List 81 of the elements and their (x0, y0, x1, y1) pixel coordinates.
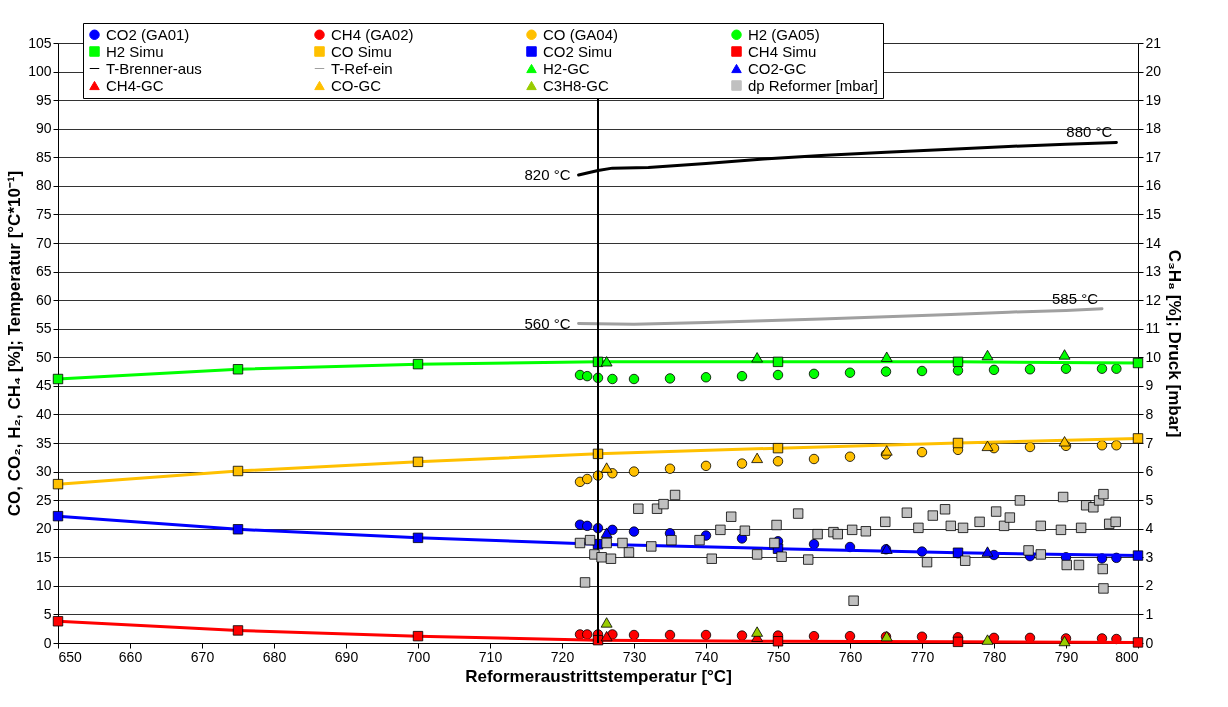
legend-label: C3H8-GC (543, 76, 610, 94)
legend-label: T-Brenner-aus (106, 59, 202, 77)
y2-tick-label: 17 (1145, 148, 1162, 165)
y-axis-title: CO, CO₂, H₂, CH₄ [%]; Temperatur [°C*10⁻¹] (5, 170, 25, 517)
y-tick-label: 95 (35, 91, 52, 108)
y-tick-label: 20 (35, 520, 52, 537)
y2-tick-label: 12 (1145, 291, 1162, 308)
y-tick-label: 50 (35, 348, 52, 365)
y-tick-label: 15 (35, 548, 52, 565)
y-tick-label: 5 (43, 605, 52, 622)
x-tick-label: 800 (1115, 648, 1139, 665)
x-tick-label: 730 (622, 648, 647, 665)
y2-tick-label: 21 (1145, 34, 1162, 51)
y2-tick-label: 14 (1145, 234, 1162, 251)
y2-tick-label: 16 (1145, 177, 1162, 194)
y-tick-label: 70 (35, 234, 52, 251)
x-tick-label: 670 (190, 648, 215, 665)
y-tick-label: 85 (35, 148, 52, 165)
legend-label: H2 (GA05) (748, 25, 820, 43)
legend-label: CH4 (GA02) (331, 25, 414, 43)
annotation: 820 °C (524, 166, 571, 183)
x-tick-label: 760 (838, 648, 863, 665)
x-tick-label: 780 (982, 648, 1007, 665)
x-tick-label: 660 (118, 648, 143, 665)
legend-label: CO-GC (331, 76, 382, 94)
y2-tick-label: 3 (1145, 548, 1154, 565)
legend-label: H2 Simu (106, 42, 164, 60)
x-tick-label: 680 (262, 648, 287, 665)
y-tick-label: 35 (35, 434, 52, 451)
y2-tick-label: 2 (1145, 577, 1154, 594)
x-axis-title: Reformeraustrittstemperatur [°C] (465, 666, 732, 686)
y-tick-label: 10 (35, 577, 52, 594)
y2-axis-title: C₃H₈ [%]; Druck [mbar] (1165, 249, 1185, 438)
x-tick-label: 650 (58, 648, 83, 665)
y-tick-label: 100 (28, 63, 52, 80)
legend-label: CO (GA04) (543, 25, 619, 43)
x-tick-label: 790 (1054, 648, 1079, 665)
legend-label: CH4 Simu (748, 42, 817, 60)
y-tick-label: 60 (35, 291, 52, 308)
y2-tick-label: 18 (1145, 120, 1162, 137)
legend-label: CO2 (GA01) (106, 25, 190, 43)
y-tick-label: 0 (43, 634, 52, 651)
y2-tick-label: 19 (1145, 91, 1162, 108)
x-tick-label: 720 (550, 648, 575, 665)
x-tick-label: 700 (406, 648, 431, 665)
y2-tick-label: 8 (1145, 405, 1154, 422)
y2-tick-label: 5 (1145, 491, 1154, 508)
y2-tick-label: 15 (1145, 205, 1162, 222)
y-tick-label: 65 (35, 263, 52, 280)
y-tick-label: 55 (35, 320, 52, 337)
x-tick-label: 770 (910, 648, 935, 665)
y2-tick-label: 0 (1145, 634, 1154, 651)
legend-label: CO Simu (331, 42, 392, 60)
y-tick-label: 90 (35, 120, 52, 137)
y-tick-label: 75 (35, 205, 52, 222)
y2-tick-label: 10 (1145, 348, 1162, 365)
legend-label: CO2 Simu (543, 42, 613, 60)
y-tick-label: 45 (35, 377, 52, 394)
x-tick-label: 710 (478, 648, 503, 665)
y2-tick-label: 9 (1145, 377, 1154, 394)
y-tick-label: 105 (28, 34, 52, 51)
y2-tick-label: 1 (1145, 605, 1154, 622)
legend-label: CO2-GC (748, 59, 807, 77)
y2-tick-label: 4 (1145, 520, 1154, 537)
x-tick-label: 740 (694, 648, 719, 665)
legend-label: T-Ref-ein (331, 59, 393, 77)
y2-tick-label: 13 (1145, 263, 1162, 280)
x-tick-label: 690 (334, 648, 359, 665)
legend-label: CH4-GC (106, 76, 164, 94)
y2-tick-label: 6 (1145, 463, 1154, 480)
y-tick-label: 30 (35, 463, 52, 480)
legend-label: H2-GC (543, 59, 590, 77)
legend-label: dp Reformer [mbar] (748, 76, 879, 94)
y2-tick-label: 11 (1145, 320, 1161, 337)
y2-tick-label: 20 (1145, 63, 1162, 80)
y-tick-label: 25 (35, 491, 52, 508)
x-tick-label: 750 (766, 648, 791, 665)
y2-tick-label: 7 (1145, 434, 1154, 451)
y-tick-label: 40 (35, 405, 52, 422)
y-tick-label: 80 (35, 177, 52, 194)
annotation: 560 °C (524, 314, 571, 332)
